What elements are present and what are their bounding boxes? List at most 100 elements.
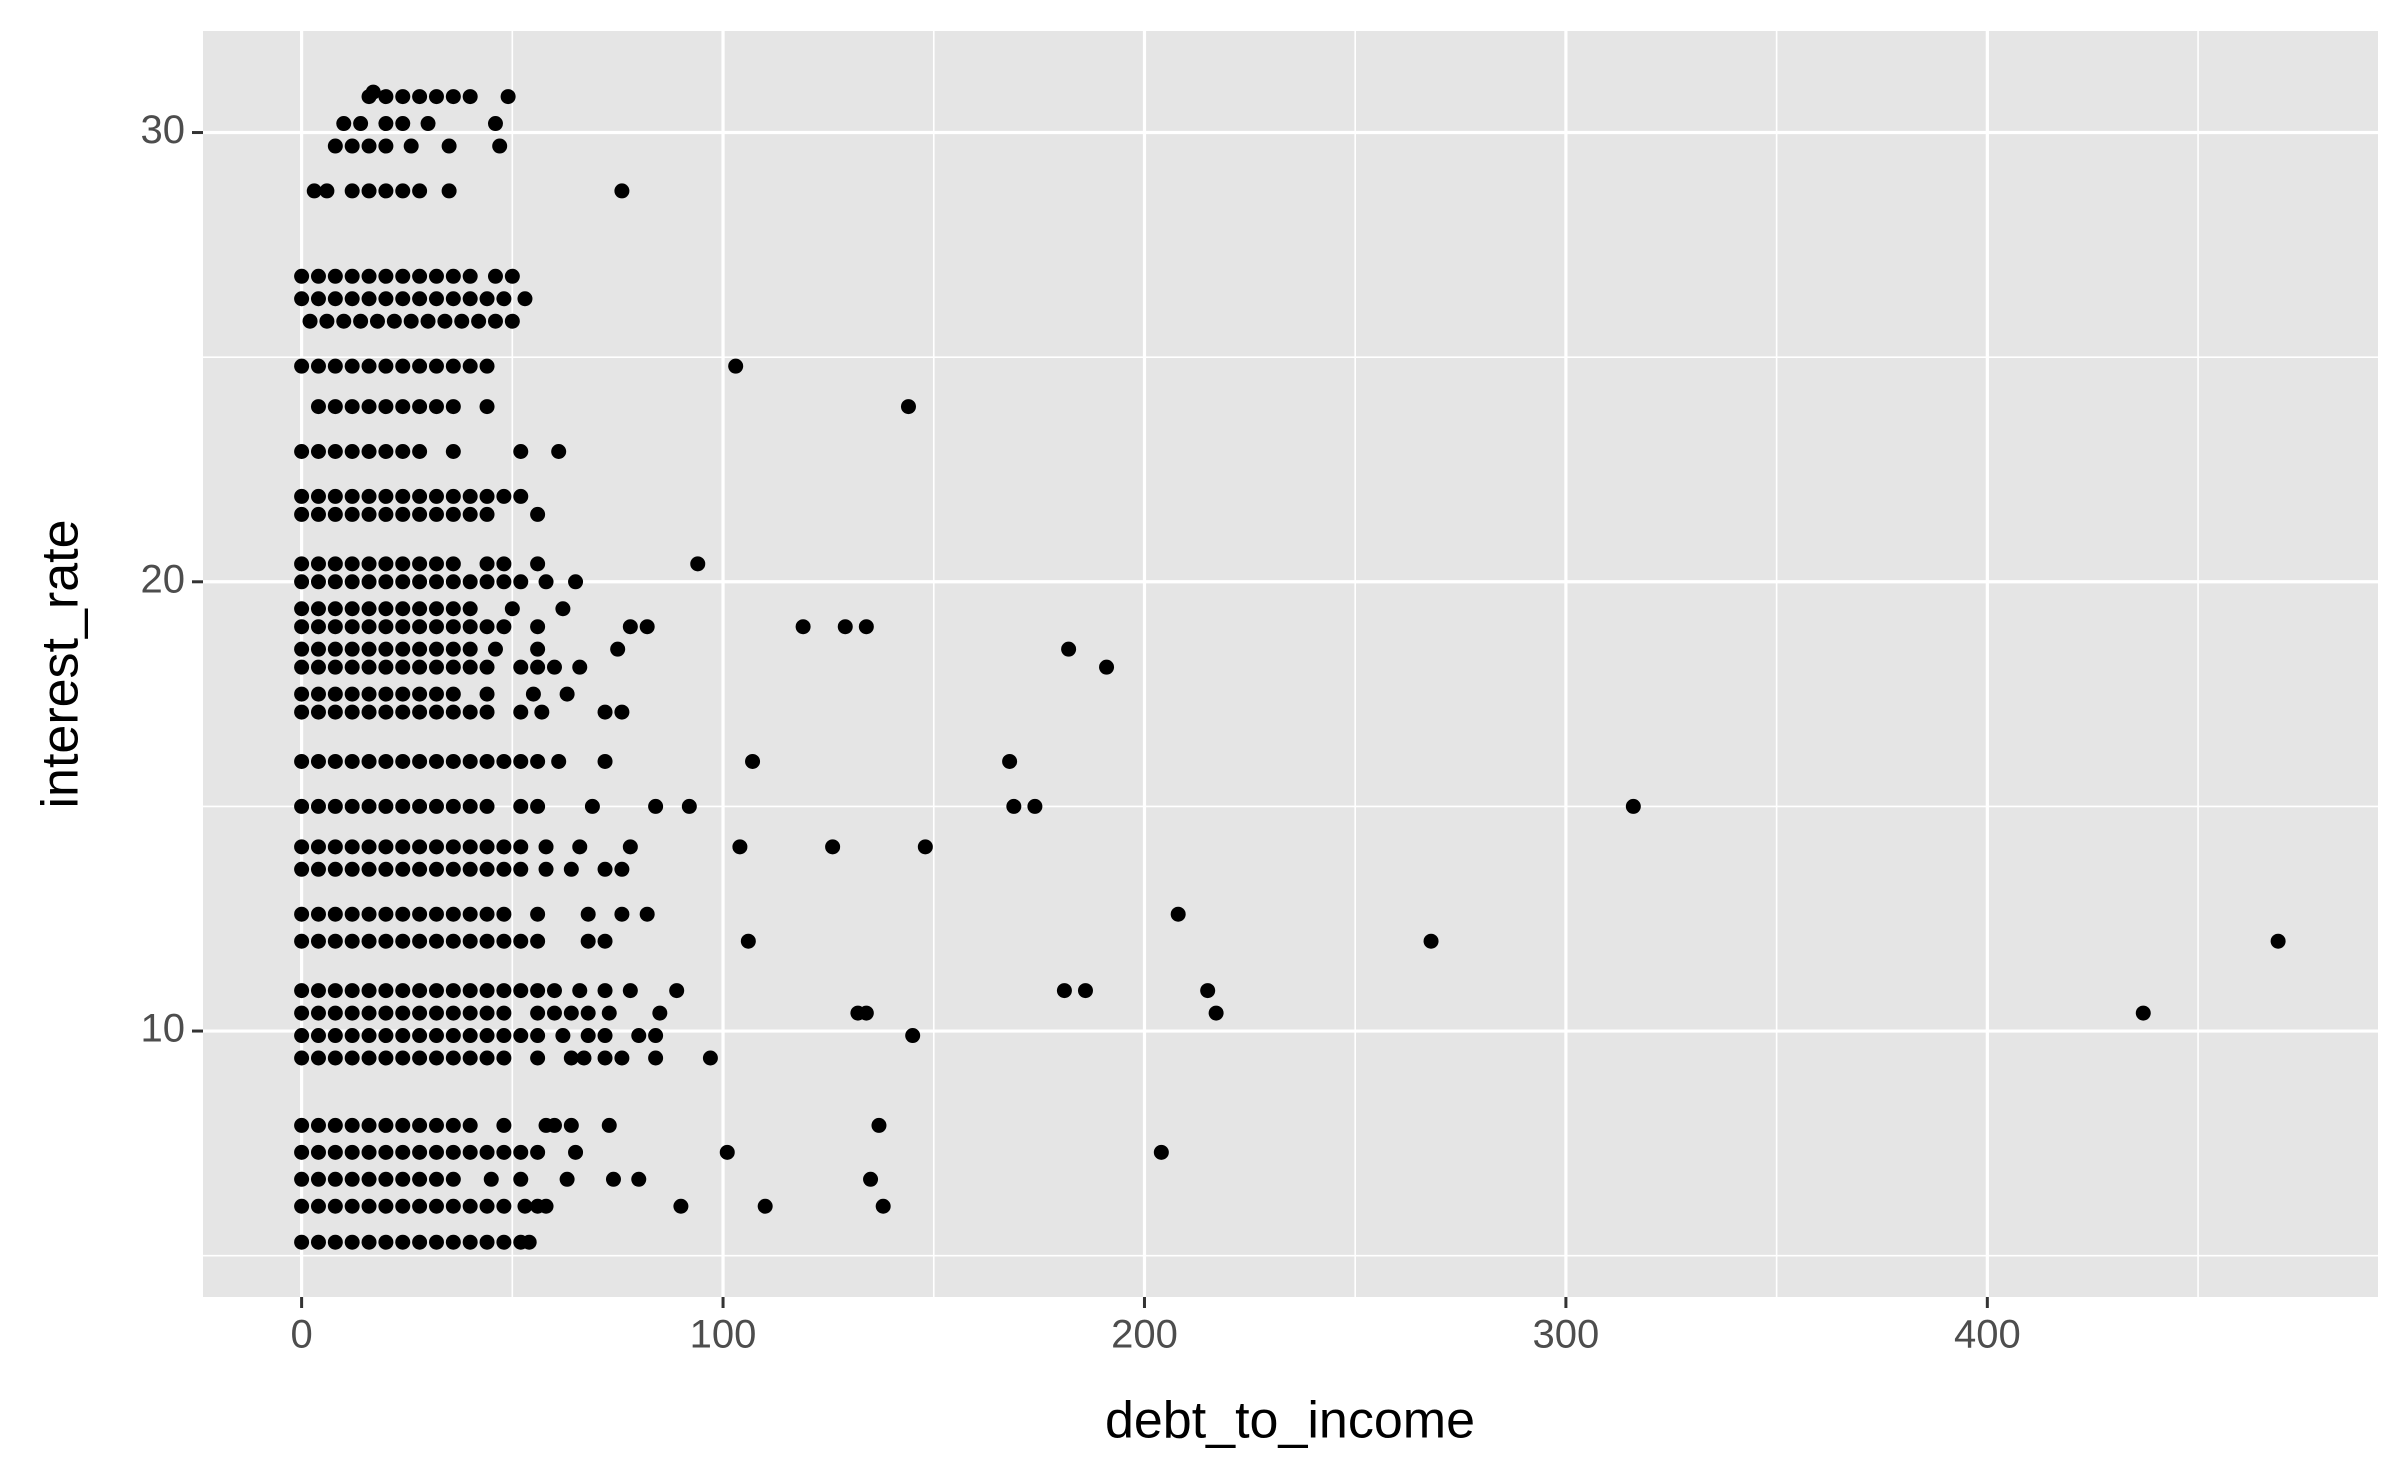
point [605, 1171, 621, 1187]
point [327, 268, 343, 284]
point [294, 983, 310, 999]
point [412, 444, 428, 460]
point [496, 906, 512, 922]
point [445, 686, 461, 702]
point [395, 753, 411, 769]
point [412, 506, 428, 522]
point [479, 399, 495, 415]
point [479, 983, 495, 999]
point [445, 1028, 461, 1044]
point [344, 619, 360, 635]
point [669, 983, 685, 999]
point [428, 488, 444, 504]
point [395, 686, 411, 702]
point [395, 1117, 411, 1133]
point [462, 268, 478, 284]
point [513, 861, 529, 877]
point [462, 574, 478, 590]
point [487, 116, 503, 132]
point [412, 291, 428, 307]
point [378, 399, 394, 415]
point [580, 1028, 596, 1044]
point [310, 704, 326, 720]
point [546, 1005, 562, 1021]
point [445, 983, 461, 999]
point [428, 1117, 444, 1133]
point [462, 1144, 478, 1160]
point [361, 704, 377, 720]
point [530, 1028, 546, 1044]
point [378, 704, 394, 720]
point [353, 116, 369, 132]
point [479, 839, 495, 855]
point [361, 983, 377, 999]
point [513, 488, 529, 504]
point [483, 1171, 499, 1187]
point [428, 659, 444, 675]
point [361, 1198, 377, 1214]
point [530, 619, 546, 635]
point [294, 839, 310, 855]
point [395, 358, 411, 374]
point [412, 358, 428, 374]
point [428, 798, 444, 814]
point [327, 1144, 343, 1160]
point [395, 1171, 411, 1187]
point [445, 861, 461, 877]
point [479, 1050, 495, 1066]
point [530, 506, 546, 522]
point [428, 1171, 444, 1187]
point [310, 268, 326, 284]
point [412, 983, 428, 999]
point [378, 1117, 394, 1133]
point [445, 839, 461, 855]
point [530, 983, 546, 999]
point [310, 399, 326, 415]
point [487, 313, 503, 329]
point [513, 444, 529, 460]
point [294, 753, 310, 769]
point [310, 686, 326, 702]
point [428, 556, 444, 572]
point [412, 399, 428, 415]
point [327, 1005, 343, 1021]
point [310, 1198, 326, 1214]
point [719, 1144, 735, 1160]
point [319, 183, 335, 199]
point [412, 268, 428, 284]
point [344, 488, 360, 504]
point [327, 686, 343, 702]
point [327, 574, 343, 590]
y-tick-label: 10 [141, 1007, 186, 1051]
point [757, 1198, 773, 1214]
point [563, 1117, 579, 1133]
point [361, 1171, 377, 1187]
x-tick-label: 0 [290, 1313, 312, 1357]
point [310, 659, 326, 675]
point [344, 1234, 360, 1250]
point [294, 291, 310, 307]
point [428, 906, 444, 922]
point [445, 506, 461, 522]
point [479, 1234, 495, 1250]
point [555, 601, 571, 617]
point [378, 1050, 394, 1066]
axes: 0 100 200 300 400 10 20 30 [141, 108, 2021, 1356]
point [445, 906, 461, 922]
point [740, 933, 756, 949]
point [344, 574, 360, 590]
point [294, 1198, 310, 1214]
point [378, 506, 394, 522]
point [344, 861, 360, 877]
point [344, 183, 360, 199]
point [534, 704, 550, 720]
point [795, 619, 811, 635]
point [428, 619, 444, 635]
point [378, 89, 394, 105]
point [428, 89, 444, 105]
point [361, 906, 377, 922]
point [1061, 641, 1077, 657]
point [361, 1117, 377, 1133]
point [496, 1005, 512, 1021]
point [496, 1117, 512, 1133]
